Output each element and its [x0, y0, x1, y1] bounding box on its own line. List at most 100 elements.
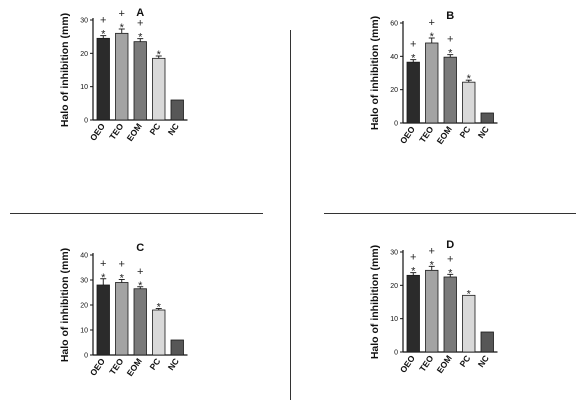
y-tick-label: 20 — [80, 303, 88, 310]
y-axis-label: Halo of inhibition (mm) — [59, 13, 71, 127]
y-tick-label: 20 — [390, 87, 398, 94]
y-tick-label: 10 — [390, 316, 398, 323]
bar — [480, 331, 494, 353]
y-axis-label: Halo of inhibition (mm) — [369, 245, 381, 359]
x-category-label: PC — [457, 124, 472, 139]
significance-plus-marker: + — [410, 252, 416, 264]
x-category-label: OEO — [88, 356, 107, 378]
bar — [406, 274, 420, 353]
x-category-label: OEO — [88, 121, 107, 143]
bar — [170, 99, 184, 121]
significance-star-marker: * — [430, 259, 435, 271]
significance-star-marker: * — [101, 29, 106, 41]
x-category-label: TEO — [417, 353, 435, 373]
x-category-label: NC — [476, 353, 491, 369]
significance-star-marker: * — [120, 22, 125, 34]
significance-star-marker: * — [448, 267, 453, 279]
x-category-label: NC — [476, 124, 491, 140]
y-tick-label: 0 — [394, 121, 398, 128]
significance-plus-marker: + — [429, 245, 435, 257]
x-category-label: PC — [147, 356, 162, 371]
significance-star-marker: * — [120, 273, 125, 285]
y-tick-label: 0 — [84, 118, 88, 125]
x-category-label: NC — [166, 356, 181, 372]
x-category-label: TEO — [107, 121, 125, 141]
y-tick-label: 0 — [394, 350, 398, 357]
significance-plus-marker: + — [100, 258, 106, 270]
x-category-label: TEO — [417, 124, 435, 144]
bar — [462, 81, 476, 124]
chart-panel-c: C Halo of inhibition (mm) 0 10 20 30 40 + * OEO + *… — [59, 242, 188, 378]
bar — [152, 57, 166, 121]
significance-star-marker: * — [138, 32, 143, 44]
y-tick-label: 30 — [80, 278, 88, 285]
y-tick-label: 30 — [390, 250, 398, 257]
chart-title: B — [446, 10, 454, 22]
horizontal-divider-left — [10, 213, 263, 214]
significance-plus-marker: + — [429, 17, 435, 29]
significance-star-marker: * — [411, 266, 416, 278]
bar — [170, 339, 184, 356]
bar — [480, 112, 494, 124]
bar — [443, 56, 457, 124]
y-axis-label: Halo of inhibition (mm) — [369, 16, 381, 130]
y-tick-label: 20 — [390, 283, 398, 290]
bar — [462, 294, 476, 353]
significance-plus-marker: + — [447, 34, 453, 46]
significance-plus-marker: + — [119, 259, 125, 271]
y-tick-label: 40 — [390, 54, 398, 61]
x-category-label: TEO — [107, 356, 125, 376]
x-category-label: NC — [166, 121, 181, 137]
significance-star-marker: * — [448, 48, 453, 60]
y-tick-label: 30 — [80, 18, 88, 25]
bar — [133, 288, 147, 356]
x-category-label: OEO — [398, 353, 417, 375]
y-tick-label: 10 — [80, 84, 88, 91]
significance-plus-marker: + — [137, 18, 143, 30]
bar — [425, 269, 439, 353]
chart-panel-d: D Halo of inhibition (mm) 0 10 20 30 + * OEO + * TE… — [369, 239, 498, 375]
horizontal-divider-right — [324, 213, 576, 214]
bar — [96, 284, 110, 356]
chart-title: D — [446, 239, 454, 251]
y-tick-label: 40 — [80, 253, 88, 260]
significance-star-marker: * — [411, 53, 416, 65]
bar — [443, 276, 457, 353]
chart-title: C — [136, 242, 144, 254]
chart-panel-b: B Halo of inhibition (mm) 0 20 40 60 + * OEO + * TE… — [369, 10, 498, 146]
significance-star-marker: * — [157, 49, 162, 61]
x-category-label: PC — [147, 121, 162, 136]
significance-star-marker: * — [101, 272, 106, 284]
x-category-label: EOM — [125, 121, 144, 143]
chart-title: A — [136, 7, 144, 19]
significance-star-marker: * — [430, 31, 435, 43]
x-category-label: EOM — [435, 353, 454, 375]
significance-star-marker: * — [467, 73, 472, 85]
y-tick-label: 60 — [390, 21, 398, 28]
bar — [115, 282, 129, 356]
bar — [406, 61, 420, 124]
x-category-label: PC — [457, 353, 472, 368]
significance-star-marker: * — [467, 288, 472, 300]
chart-panel-a: A Halo of inhibition (mm) 0 10 20 30 + * OEO + * TE… — [59, 7, 188, 143]
y-tick-label: 0 — [84, 353, 88, 360]
significance-plus-marker: + — [119, 8, 125, 20]
significance-plus-marker: + — [447, 253, 453, 265]
bar — [133, 41, 147, 121]
significance-plus-marker: + — [100, 15, 106, 27]
bar — [152, 309, 166, 356]
significance-star-marker: * — [157, 302, 162, 314]
x-category-label: EOM — [435, 124, 454, 146]
x-category-label: OEO — [398, 124, 417, 146]
x-category-label: EOM — [125, 356, 144, 378]
bar — [425, 42, 439, 124]
bar — [96, 37, 110, 121]
significance-plus-marker: + — [410, 39, 416, 51]
vertical-divider — [290, 30, 291, 400]
significance-star-marker: * — [138, 280, 143, 292]
bar — [115, 32, 129, 121]
y-axis-label: Halo of inhibition (mm) — [59, 248, 71, 362]
y-tick-label: 10 — [80, 328, 88, 335]
significance-plus-marker: + — [137, 266, 143, 278]
y-tick-label: 20 — [80, 51, 88, 58]
